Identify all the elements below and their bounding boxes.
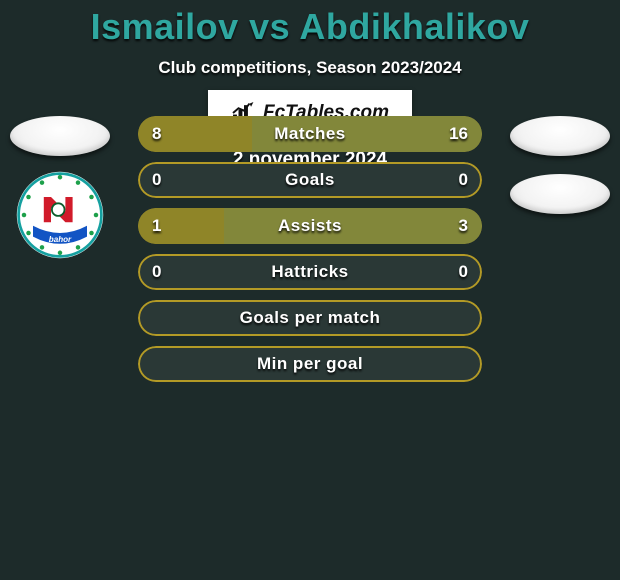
- stat-fill-left: [138, 116, 252, 152]
- stat-bar-bg: [138, 300, 482, 336]
- player-right-oval-badge: [510, 116, 610, 156]
- svg-text:bahor: bahor: [49, 235, 72, 244]
- player-right-club-badge: [510, 174, 610, 214]
- svg-text:Nav: Nav: [53, 223, 68, 232]
- comparison-stats: 816Matches 00Goals 13Assists 00Hattricks Goa…: [138, 116, 482, 382]
- stat-row: 00Hattricks: [138, 254, 482, 290]
- stat-fill-right: [224, 208, 482, 244]
- stat-bar-bg: [138, 346, 482, 382]
- stat-fill-left: [138, 208, 224, 244]
- stat-row: 816Matches: [138, 116, 482, 152]
- stat-row: Goals per match: [138, 300, 482, 336]
- stat-row: 13Assists: [138, 208, 482, 244]
- player-left-oval-badge: [10, 116, 110, 156]
- stat-row: 00Goals: [138, 162, 482, 198]
- stat-row: Min per goal: [138, 346, 482, 382]
- page-subtitle: Club competitions, Season 2023/2024: [0, 58, 620, 78]
- player-left-club-badge: Nav bahor: [15, 170, 105, 260]
- stat-bar-bg: [138, 254, 482, 290]
- page-title: Ismailov vs Abdikhalikov: [0, 0, 620, 48]
- right-player-column: [500, 116, 620, 214]
- left-player-column: Nav bahor: [0, 116, 120, 260]
- stat-bar-bg: [138, 162, 482, 198]
- comparison-card: Ismailov vs Abdikhalikov Club competitio…: [0, 0, 620, 580]
- stat-fill-right: [252, 116, 482, 152]
